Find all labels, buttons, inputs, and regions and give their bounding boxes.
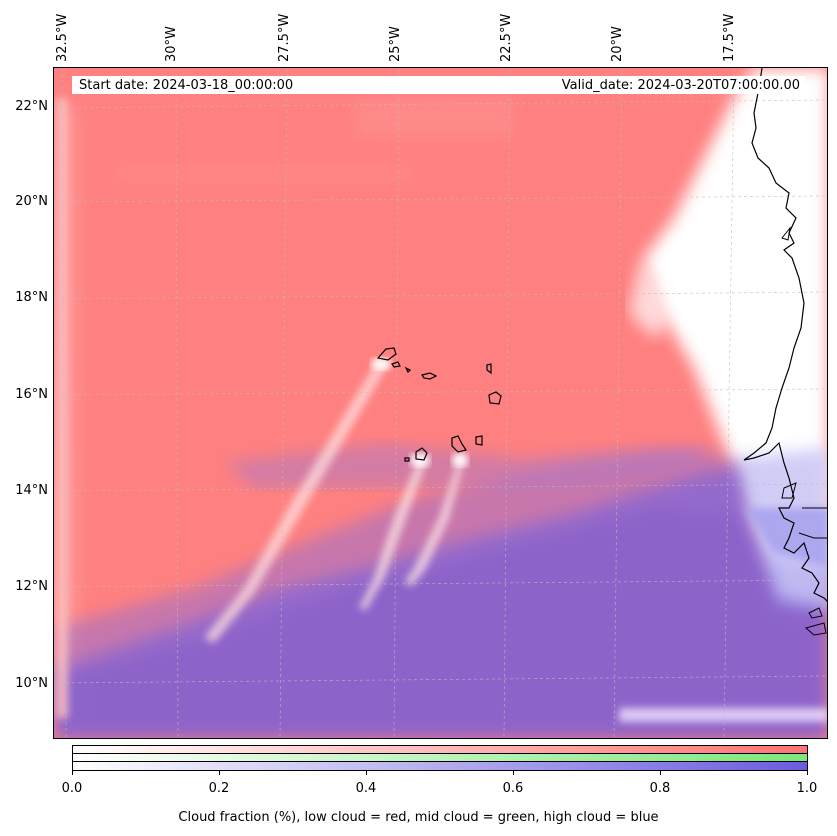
cloud-fraction-map: [53, 67, 828, 739]
colorbar-high-cloud-strip: [73, 762, 807, 770]
lat-label-18n: 18°N: [15, 290, 48, 305]
cape-verde-islands: [376, 347, 502, 462]
lon-label-27-5w: 27.5°W: [277, 13, 292, 62]
lon-label-22-5w: 22.5°W: [499, 13, 514, 62]
date-info-bar: [72, 76, 805, 94]
colorbar-tick-0: 0.0: [61, 781, 83, 796]
map-canvas: [54, 68, 827, 738]
high-cloud-band: [54, 468, 827, 738]
colorbar-tick-0-2: 0.2: [208, 781, 230, 796]
lon-label-25w: 25°W: [388, 26, 403, 62]
lon-label-20w: 20°W: [610, 26, 625, 62]
colorbar-label: Cloud fraction (%), low cloud = red, mid…: [178, 810, 659, 825]
colorbar-mid-cloud-strip: [73, 754, 807, 762]
lon-label-17-5w: 17.5°W: [722, 13, 737, 62]
lat-label-12n: 12°N: [15, 579, 48, 594]
valid-date: Valid_date: 2024-03-20T07:00:00.00: [561, 78, 800, 93]
lon-label-32-5w: 32.5°W: [55, 13, 70, 62]
graticule: [54, 68, 827, 738]
colorbar-tick-0-8: 0.8: [649, 781, 671, 796]
island-wake-streaks: [204, 358, 464, 643]
colorbar-tick-0-4: 0.4: [355, 781, 377, 796]
lat-label-14n: 14°N: [15, 483, 48, 498]
colorbar-tick-1: 1.0: [796, 781, 818, 796]
colorbar-tick-0-6: 0.6: [502, 781, 524, 796]
lat-label-22n: 22°N: [15, 99, 48, 114]
lat-label-16n: 16°N: [15, 387, 48, 402]
colorbar: [72, 745, 808, 771]
lat-label-20n: 20°N: [15, 194, 48, 209]
lat-label-10n: 10°N: [15, 676, 48, 691]
lon-label-30w: 30°W: [164, 26, 179, 62]
africa-coastline: [743, 68, 827, 602]
start-date: Start date: 2024-03-18_00:00:00: [79, 78, 294, 93]
colorbar-low-cloud-strip: [73, 746, 807, 754]
